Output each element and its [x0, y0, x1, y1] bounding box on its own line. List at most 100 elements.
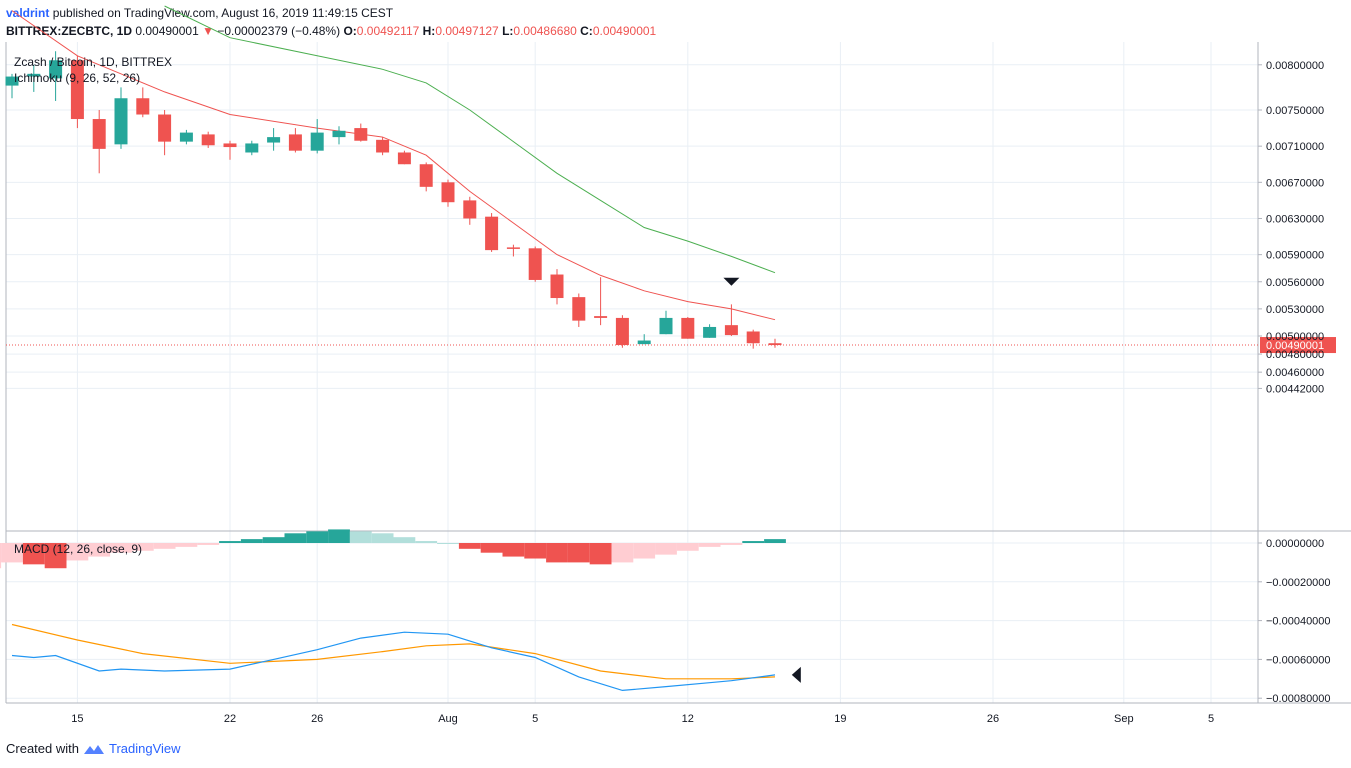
y-tick-label: 0.00460000 [1266, 367, 1324, 379]
macd-y-tick-label: 0.00000000 [1266, 538, 1324, 550]
histogram-bar [611, 543, 634, 563]
histogram-bar [219, 541, 241, 543]
ichimoku-label: Ichimoku (9, 26, 52, 26) [14, 71, 140, 85]
candle [463, 196, 477, 225]
candle [419, 162, 433, 192]
candle [681, 317, 695, 339]
histogram-bar [720, 543, 743, 545]
histogram-bar [22, 543, 45, 565]
main-chart-title: Zcash / Bitcoin, 1D, BITTREX [14, 55, 172, 69]
candle-body [703, 326, 717, 338]
left-triangle-marker-icon [791, 666, 801, 683]
y-tick-label: 0.00750000 [1266, 105, 1324, 117]
candle-body [528, 248, 542, 280]
chart-canvas[interactable]: 0.00490001 0.00800000 0.00750000 0.0071000… [0, 0, 1351, 740]
x-tick-label: 12 [682, 713, 694, 725]
histogram-bar [698, 543, 721, 547]
candle-body [572, 297, 586, 321]
candle-body [354, 128, 368, 141]
ichimoku-lines [11, 5, 776, 321]
macd-y-tick-label: −0.00060000 [1266, 654, 1331, 666]
macd-y-tick-label: −0.00080000 [1266, 693, 1331, 705]
candle [158, 110, 172, 156]
histogram-bar [306, 531, 329, 543]
annotation-markers [723, 277, 801, 683]
histogram-bar [0, 543, 2, 569]
histogram-bar [262, 537, 285, 543]
candle [354, 123, 368, 142]
y-tick-label: 0.00590000 [1266, 250, 1324, 262]
candle [49, 51, 63, 101]
histogram-bar [676, 543, 699, 551]
candle-body [681, 317, 695, 339]
histogram-bar [88, 543, 111, 557]
candle-body [267, 137, 281, 143]
macd-label: MACD (12, 26, close, 9) [14, 542, 142, 556]
x-tick-label: Aug [438, 713, 458, 725]
candle [136, 87, 150, 118]
candle [114, 87, 128, 149]
candle-body [136, 98, 150, 115]
candle-body [397, 152, 411, 165]
chart-header: valdrint published on TradingView.com, A… [6, 4, 1206, 40]
close-label: C: [580, 24, 593, 38]
candle-body [70, 60, 84, 120]
symbol-label: BITTREX:ZECBTC, 1D [6, 24, 132, 38]
histogram-bar [458, 543, 481, 549]
y-tick-label: 0.00442000 [1266, 383, 1324, 395]
time-axis[interactable]: 15 22 26 Aug 5 12 19 26 Sep 5 [71, 713, 1214, 725]
histogram-bar [524, 543, 547, 559]
candle-body [376, 139, 390, 153]
price-change: −0.00002379 (−0.48%) [217, 24, 341, 38]
histogram-bar [742, 541, 765, 543]
histogram-bar [44, 543, 67, 569]
y-tick-label: 0.00670000 [1266, 177, 1324, 189]
low-value: 0.00486680 [513, 24, 577, 38]
tradingview-brand[interactable]: TradingView [108, 741, 181, 756]
histogram-bar [175, 543, 198, 547]
author-name[interactable]: valdrint [6, 6, 50, 20]
histogram-bar [502, 543, 525, 557]
candle [70, 55, 84, 129]
candle-body [92, 119, 106, 149]
histogram-bar [437, 543, 459, 544]
price-axis[interactable]: 0.00800000 0.00750000 0.00710000 0.00670000… [1258, 60, 1331, 705]
ichimoku-base-line [11, 10, 776, 321]
macd-histogram [0, 529, 786, 569]
candle [703, 324, 717, 338]
candle-body [746, 331, 760, 344]
high-value: 0.00497127 [435, 24, 499, 38]
histogram-bar [415, 541, 438, 543]
histogram-bar [328, 529, 350, 543]
candle [288, 128, 302, 153]
x-tick-label: 19 [834, 713, 846, 725]
histogram-bar [349, 531, 372, 543]
ohlc-line: BITTREX:ZECBTC, 1D 0.00490001 ▼ −0.00002… [6, 22, 1206, 40]
candle-body [463, 200, 477, 219]
candlestick-series [5, 51, 782, 349]
histogram-bar [393, 537, 416, 543]
candle-body [768, 343, 782, 346]
candle [724, 304, 738, 336]
x-tick-label: Sep [1114, 713, 1134, 725]
histogram-bar [110, 543, 132, 553]
y-tick-label: 0.00560000 [1266, 277, 1324, 289]
histogram-bar [1, 543, 23, 563]
low-label: L: [502, 24, 514, 38]
candle-body [310, 132, 324, 151]
candle [768, 338, 782, 348]
x-tick-label: 5 [532, 713, 538, 725]
candle [506, 244, 520, 257]
high-label: H: [422, 24, 436, 38]
candle [550, 269, 564, 305]
x-tick-label: 22 [224, 713, 236, 725]
histogram-bar [240, 539, 263, 543]
candle-body [158, 114, 172, 142]
candle-body [49, 60, 63, 79]
x-tick-label: 26 [987, 713, 999, 725]
candle-body [114, 98, 128, 145]
candle-body [223, 143, 237, 148]
candle [332, 126, 346, 145]
candle-body [245, 143, 259, 153]
open-value: 0.00492117 [356, 24, 420, 38]
